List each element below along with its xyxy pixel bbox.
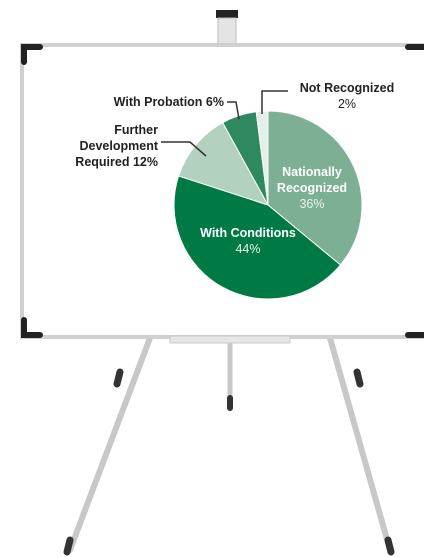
slice-value: 12%: [132, 155, 158, 169]
leg-foot: [384, 536, 395, 556]
slice-name: With Conditions: [200, 226, 296, 240]
board-tray: [169, 335, 291, 344]
slice-label: Nationally Recognized 36%: [262, 164, 362, 212]
pie: [173, 110, 363, 300]
slice-label: Not Recognized 2%: [277, 80, 417, 112]
slice-label: With Conditions 44%: [198, 225, 298, 257]
slice-value: 6%: [205, 95, 224, 109]
slice-value: 36%: [299, 197, 325, 211]
pie-slice: [177, 121, 270, 206]
board-corner: [21, 317, 43, 338]
leader-line: [227, 101, 240, 120]
slice-value: 2%: [337, 97, 357, 111]
slice-label: With Probation 6%: [44, 94, 224, 110]
leg-clamp: [353, 368, 364, 388]
easel-leg: [327, 335, 393, 553]
slice-name: With Probation: [113, 95, 203, 109]
board-corner: [21, 44, 43, 65]
slice-value: 44%: [235, 242, 261, 256]
leader-line: [261, 90, 288, 114]
leader-line: [161, 141, 207, 157]
slice-name: Not Recognized: [299, 81, 395, 95]
leader-lines: [161, 90, 288, 157]
leg-clamp: [113, 368, 124, 388]
slice-label: Further Development Required 12%: [48, 122, 158, 170]
easel-leg: [67, 335, 153, 553]
leg-foot: [63, 536, 74, 556]
slice-name: Further Development Required: [75, 123, 158, 169]
slice-name: Nationally Recognized: [276, 165, 348, 195]
easel-top: [216, 10, 238, 18]
pie-slice: [267, 110, 363, 266]
pie-slice: [173, 175, 342, 300]
